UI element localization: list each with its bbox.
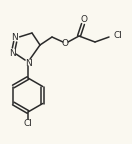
Text: O: O: [81, 16, 88, 24]
Text: N: N: [26, 58, 32, 68]
Text: O: O: [62, 38, 69, 48]
Text: N: N: [12, 33, 18, 41]
Text: Cl: Cl: [24, 120, 32, 128]
Text: Cl: Cl: [114, 32, 123, 40]
Text: N: N: [9, 49, 15, 57]
